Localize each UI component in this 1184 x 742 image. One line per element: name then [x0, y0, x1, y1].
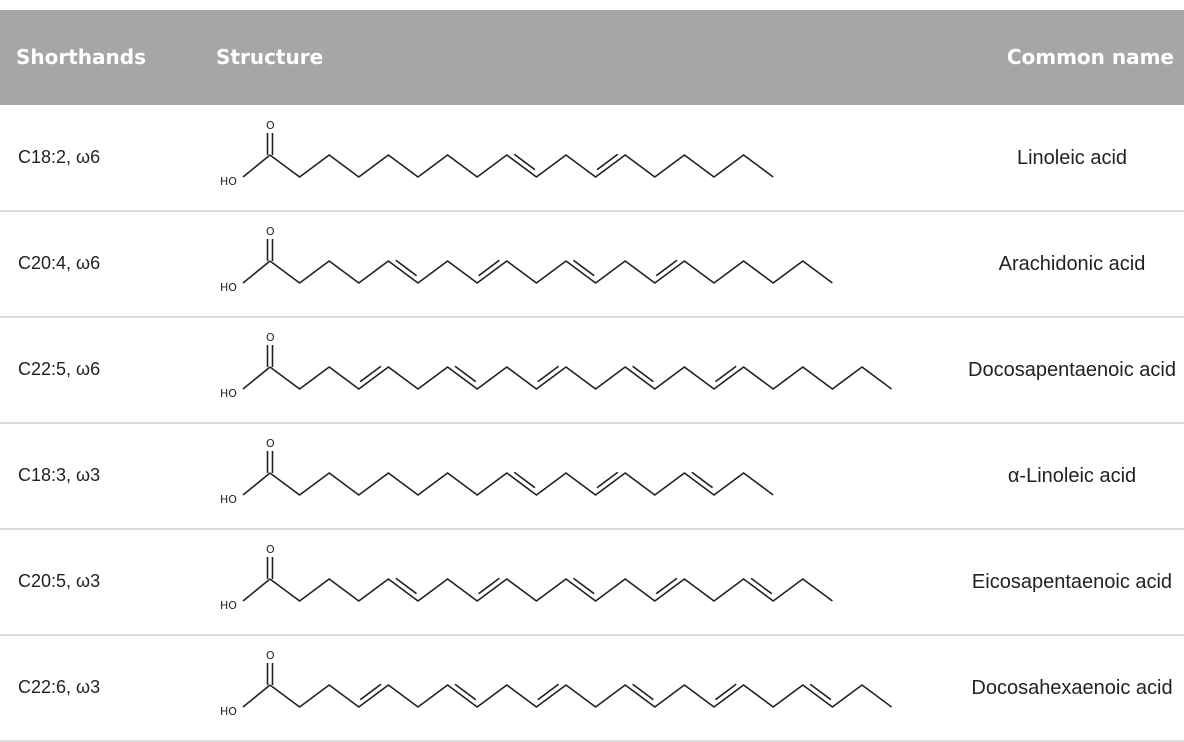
hydroxyl-label: HO — [220, 599, 237, 612]
shorthand-cell: C22:6, ω3 — [18, 677, 101, 697]
common-name-cell: Docosahexaenoic acid — [971, 676, 1173, 699]
structure-drawing: HO O — [220, 437, 774, 506]
shorthand-cell: C18:3, ω3 — [18, 465, 101, 485]
structure-drawing: HO O — [220, 543, 833, 612]
structure-drawing: HO O — [220, 225, 833, 294]
oxygen-label: O — [266, 437, 275, 450]
structure-drawing: HO O — [220, 649, 893, 718]
oxygen-label: O — [266, 119, 275, 132]
oxygen-label: O — [266, 649, 275, 662]
header-shorthands: Shorthands — [16, 45, 146, 69]
table-row: C22:5, ω6 Docosapentaenoic acid HO O — [0, 317, 1184, 424]
header-common-name: Common name — [1006, 45, 1174, 69]
table-header: Shorthands Structure Common name — [0, 10, 1184, 105]
oxygen-label: O — [266, 225, 275, 238]
table-row: C20:4, ω6 Arachidonic acid HO O — [0, 211, 1184, 318]
table-row: C18:3, ω3 α-Linoleic acid HO O — [0, 423, 1184, 530]
common-name-cell: Linoleic acid — [1016, 146, 1128, 169]
structure-drawing: HO O — [220, 119, 774, 188]
table-row: C22:6, ω3 Docosahexaenoic acid HO O — [0, 635, 1184, 742]
hydroxyl-label: HO — [220, 175, 237, 188]
hydroxyl-label: HO — [220, 281, 237, 294]
shorthand-cell: C20:5, ω3 — [18, 571, 101, 591]
common-name-cell: Arachidonic acid — [998, 252, 1146, 275]
table-row: C20:5, ω3 Eicosapentaenoic acid HO O — [0, 529, 1184, 636]
common-name-cell: α-Linoleic acid — [1007, 464, 1137, 487]
structure-drawing: HO O — [220, 331, 893, 400]
hydroxyl-label: HO — [220, 705, 237, 718]
table-row: C18:2, ω6 Linoleic acid HO O — [0, 105, 1184, 212]
oxygen-label: O — [266, 331, 275, 344]
shorthand-cell: C20:4, ω6 — [18, 253, 101, 273]
shorthand-cell: C22:5, ω6 — [18, 359, 101, 379]
common-name-cell: Docosapentaenoic acid — [968, 358, 1176, 381]
oxygen-label: O — [266, 543, 275, 556]
header-structure: Structure — [216, 45, 324, 69]
hydroxyl-label: HO — [220, 387, 237, 400]
shorthand-cell: C18:2, ω6 — [18, 147, 101, 167]
hydroxyl-label: HO — [220, 493, 237, 506]
common-name-cell: Eicosapentaenoic acid — [971, 570, 1173, 593]
